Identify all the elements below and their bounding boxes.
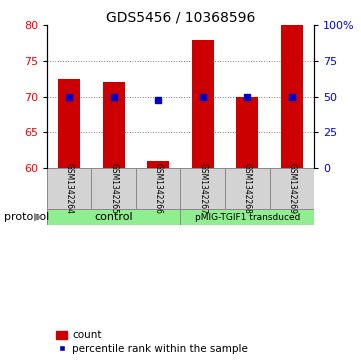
Bar <box>236 97 258 168</box>
Text: GSM1342267: GSM1342267 <box>198 163 207 214</box>
Text: control: control <box>95 212 133 222</box>
Text: GSM1342268: GSM1342268 <box>243 163 252 214</box>
Bar <box>58 79 80 168</box>
Bar <box>270 168 314 209</box>
Text: pMIG-TGIF1 transduced: pMIG-TGIF1 transduced <box>195 213 300 221</box>
Bar <box>280 25 303 168</box>
Text: GSM1342266: GSM1342266 <box>154 163 163 214</box>
Legend: count, percentile rank within the sample: count, percentile rank within the sample <box>52 326 252 358</box>
Bar <box>47 168 91 209</box>
Bar <box>147 161 169 168</box>
Bar <box>103 82 125 168</box>
Bar <box>192 40 214 168</box>
Text: GSM1342264: GSM1342264 <box>65 163 74 214</box>
Bar <box>180 168 225 209</box>
Text: GSM1342269: GSM1342269 <box>287 163 296 214</box>
Bar <box>136 168 180 209</box>
Title: GDS5456 / 10368596: GDS5456 / 10368596 <box>106 10 255 24</box>
Text: ▶: ▶ <box>34 212 43 222</box>
Bar <box>225 168 270 209</box>
Bar <box>180 209 314 225</box>
Text: GSM1342265: GSM1342265 <box>109 163 118 214</box>
Bar <box>91 168 136 209</box>
Text: protocol: protocol <box>4 212 49 222</box>
Bar <box>47 209 180 225</box>
